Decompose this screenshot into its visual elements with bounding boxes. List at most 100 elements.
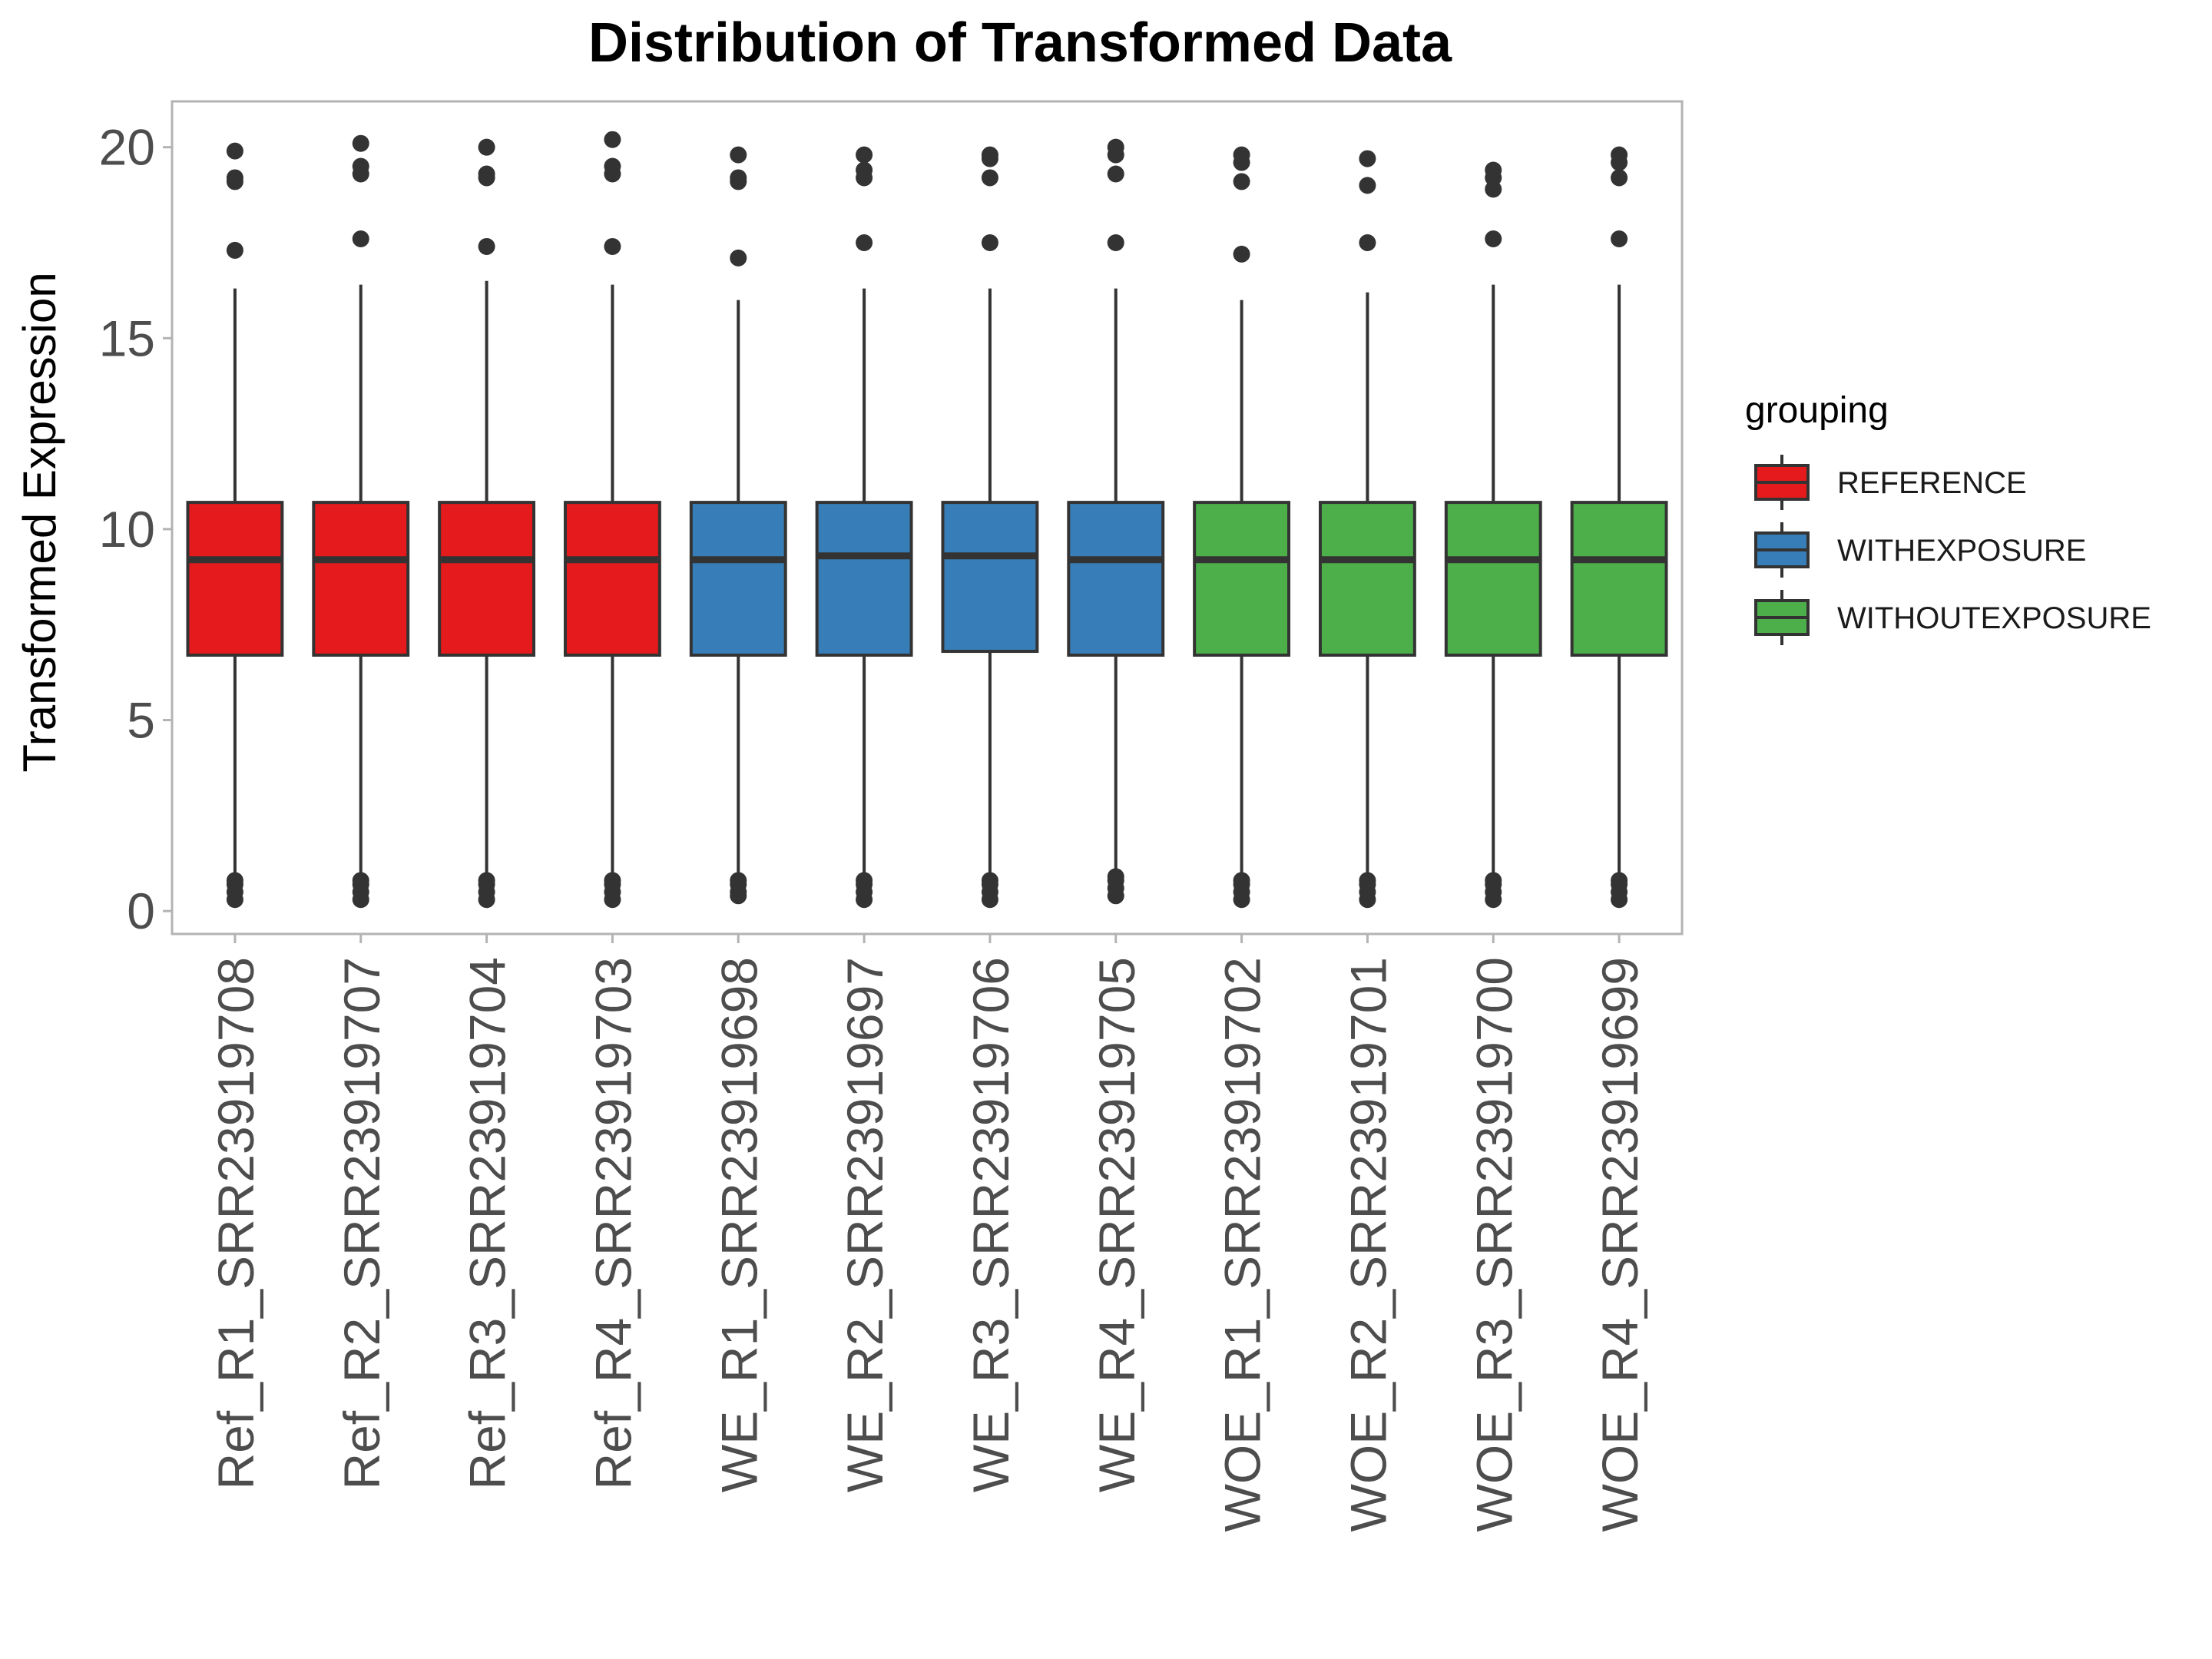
box-WOE_R4_SRR23919699 bbox=[1570, 146, 1668, 909]
box-WE_R2_SRR23919697 bbox=[815, 146, 913, 909]
outlier-point bbox=[1485, 161, 1502, 179]
legend: grouping REFERENCE WITHEXPOSURE WITHOUTEXP… bbox=[1745, 390, 2151, 645]
outlier-point bbox=[352, 134, 369, 152]
outlier-point bbox=[1359, 177, 1376, 194]
outlier-point bbox=[1107, 165, 1124, 183]
x-tick-label: Ref_R2_SRR23919707 bbox=[333, 957, 390, 1489]
box-WE_R1_SRR23919698 bbox=[689, 146, 787, 905]
iqr-box bbox=[1067, 501, 1165, 657]
legend-key-withoutexposure: WITHOUTEXPOSURE bbox=[1754, 590, 2151, 645]
outlier-point bbox=[1359, 150, 1376, 167]
outlier-point bbox=[1485, 872, 1502, 889]
outlier-point bbox=[478, 138, 495, 156]
y-axis-title: Transformed Expression bbox=[14, 272, 65, 772]
plot-panel bbox=[171, 100, 1684, 935]
outlier-point bbox=[478, 165, 495, 183]
iqr-box bbox=[1444, 501, 1542, 657]
outlier-point bbox=[1233, 173, 1250, 190]
outlier-point bbox=[226, 241, 243, 259]
outlier-point bbox=[856, 146, 873, 164]
iqr-box bbox=[1318, 501, 1416, 657]
iqr-box bbox=[438, 501, 536, 657]
legend-title: grouping bbox=[1745, 390, 1889, 431]
x-tick-label: Ref_R3_SRR23919704 bbox=[459, 957, 516, 1489]
box-Ref_R1_SRR23919708 bbox=[186, 142, 284, 909]
box-Ref_R3_SRR23919704 bbox=[438, 138, 536, 909]
legend-key-withexposure: WITHEXPOSURE bbox=[1754, 522, 2086, 578]
chart-title: Distribution of Transformed Data bbox=[588, 12, 1452, 74]
x-tick-label: Ref_R1_SRR23919708 bbox=[207, 957, 264, 1489]
x-tick-label: WOE_R3_SRR23919700 bbox=[1465, 957, 1522, 1532]
legend-label: REFERENCE bbox=[1837, 466, 2027, 500]
outlier-point bbox=[730, 249, 747, 267]
y-tick-label: 0 bbox=[127, 882, 155, 939]
x-axis: Ref_R1_SRR23919708 Ref_R2_SRR23919707 Ref_… bbox=[207, 934, 1648, 1532]
y-axis: 0 5 10 15 20 bbox=[99, 119, 172, 939]
boxes-layer bbox=[186, 131, 1668, 909]
x-tick-label: WOE_R2_SRR23919701 bbox=[1339, 957, 1396, 1532]
outlier-point bbox=[730, 146, 747, 164]
box-WOE_R3_SRR23919700 bbox=[1444, 161, 1542, 909]
y-tick-label: 15 bbox=[99, 310, 155, 366]
iqr-box bbox=[186, 501, 284, 657]
outlier-point bbox=[604, 131, 621, 148]
outlier-point bbox=[981, 872, 998, 889]
outlier-point bbox=[1611, 169, 1628, 187]
outlier-point bbox=[226, 142, 243, 160]
legend-label: WITHEXPOSURE bbox=[1837, 534, 2086, 568]
outlier-point bbox=[1611, 230, 1628, 248]
outlier-point bbox=[1359, 233, 1376, 251]
outlier-point bbox=[1485, 230, 1502, 248]
y-tick-label: 5 bbox=[127, 692, 155, 749]
outlier-point bbox=[478, 237, 495, 255]
outlier-point bbox=[352, 157, 369, 175]
outlier-point bbox=[856, 161, 873, 179]
outlier-point bbox=[226, 169, 243, 187]
x-tick-label: WOE_R1_SRR23919702 bbox=[1214, 957, 1271, 1532]
iqr-box bbox=[941, 501, 1039, 654]
outlier-point bbox=[1359, 872, 1376, 889]
x-tick-label: WE_R1_SRR23919698 bbox=[710, 957, 767, 1492]
box-Ref_R4_SRR23919703 bbox=[563, 131, 661, 909]
outlier-point bbox=[981, 169, 998, 187]
outlier-point bbox=[856, 872, 873, 889]
outlier-point bbox=[1107, 138, 1124, 156]
iqr-box bbox=[689, 501, 787, 657]
outlier-point bbox=[981, 146, 998, 164]
outlier-point bbox=[352, 230, 369, 248]
iqr-box bbox=[312, 501, 410, 657]
y-tick-label: 20 bbox=[99, 119, 155, 176]
outlier-point bbox=[478, 872, 495, 889]
outlier-point bbox=[1107, 233, 1124, 251]
x-tick-label: WE_R3_SRR23919706 bbox=[962, 957, 1019, 1492]
outlier-point bbox=[604, 872, 621, 889]
outlier-point bbox=[1233, 872, 1250, 889]
x-tick-label: WE_R2_SRR23919697 bbox=[836, 957, 893, 1492]
outlier-point bbox=[604, 237, 621, 255]
iqr-box bbox=[815, 501, 913, 657]
box-WOE_R1_SRR23919702 bbox=[1193, 146, 1291, 909]
box-WOE_R2_SRR23919701 bbox=[1318, 150, 1416, 909]
box-WE_R3_SRR23919706 bbox=[941, 146, 1039, 909]
x-tick-label: Ref_R4_SRR23919703 bbox=[584, 957, 641, 1489]
box-Ref_R2_SRR23919707 bbox=[312, 134, 410, 909]
legend-label: WITHOUTEXPOSURE bbox=[1837, 601, 2151, 635]
outlier-point bbox=[730, 872, 747, 889]
outlier-point bbox=[856, 233, 873, 251]
outlier-point bbox=[1611, 872, 1628, 889]
iqr-box bbox=[1193, 501, 1291, 657]
x-tick-label: WOE_R4_SRR23919699 bbox=[1591, 957, 1648, 1532]
outlier-point bbox=[352, 872, 369, 889]
iqr-box bbox=[1570, 501, 1668, 657]
outlier-point bbox=[730, 169, 747, 187]
iqr-box bbox=[563, 501, 661, 657]
outlier-point bbox=[981, 233, 998, 251]
y-tick-label: 10 bbox=[99, 501, 155, 558]
outlier-point bbox=[1611, 146, 1628, 164]
box-WE_R4_SRR23919705 bbox=[1067, 138, 1165, 905]
outlier-point bbox=[1233, 146, 1250, 164]
outlier-point bbox=[1107, 868, 1124, 886]
legend-key-reference: REFERENCE bbox=[1754, 455, 2027, 510]
outlier-point bbox=[1233, 245, 1250, 263]
